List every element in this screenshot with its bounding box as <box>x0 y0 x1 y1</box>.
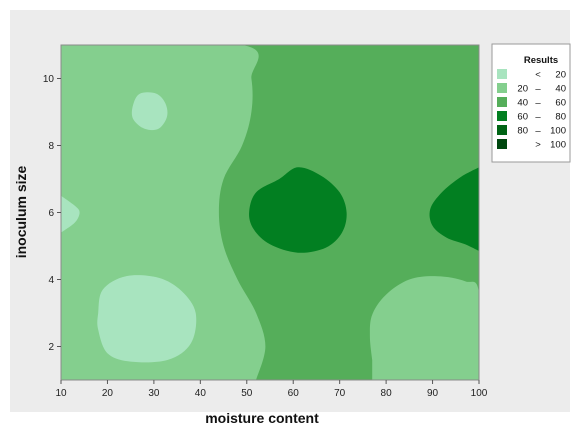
legend-sep: – <box>535 98 541 109</box>
contour-region <box>429 167 479 251</box>
y-tick-label: 8 <box>48 141 54 152</box>
legend-high: 60 <box>555 98 566 109</box>
x-tick-label: 20 <box>102 388 114 399</box>
contour-region <box>61 195 80 233</box>
x-tick-label: 30 <box>148 388 160 399</box>
x-tick-label: 50 <box>241 388 253 399</box>
legend-low: 20 <box>517 84 528 95</box>
contour-region <box>369 276 479 380</box>
legend-swatch <box>497 111 507 121</box>
x-tick-label: 100 <box>471 388 488 399</box>
legend-sep: – <box>535 112 541 123</box>
x-tick-label: 80 <box>381 388 393 399</box>
y-tick-label: 6 <box>48 208 54 219</box>
contour-region <box>249 167 347 253</box>
x-tick-label: 10 <box>55 388 67 399</box>
legend-swatch <box>497 97 507 107</box>
y-tick-label: 10 <box>43 74 55 85</box>
legend-low: 40 <box>517 98 528 109</box>
legend-swatch <box>497 125 507 135</box>
legend-title: Results <box>524 55 558 66</box>
legend-high: 100 <box>550 140 566 151</box>
x-axis-title: moisture content <box>205 410 319 426</box>
legend-high: 100 <box>550 126 566 137</box>
legend-low: 80 <box>517 126 528 137</box>
contour-region <box>97 275 197 363</box>
legend-low: 60 <box>517 112 528 123</box>
legend-sep: > <box>535 140 541 151</box>
x-tick-label: 90 <box>427 388 439 399</box>
contour-regions <box>61 45 479 380</box>
x-tick-label: 40 <box>195 388 207 399</box>
legend-high: 80 <box>555 112 566 123</box>
legend-high: 40 <box>555 84 566 95</box>
legend-sep: – <box>535 84 541 95</box>
y-axis-title: inoculum size <box>13 166 29 259</box>
x-tick-label: 70 <box>334 388 346 399</box>
legend-swatch <box>497 69 507 79</box>
y-tick-label: 4 <box>48 275 54 286</box>
legend-swatch <box>497 83 507 93</box>
legend-sep: < <box>535 70 541 81</box>
x-tick-label: 60 <box>288 388 300 399</box>
contour-region <box>131 92 168 131</box>
legend-sep: – <box>535 126 541 137</box>
y-tick-label: 2 <box>48 342 54 353</box>
legend-high: 20 <box>555 70 566 81</box>
legend-swatch <box>497 139 507 149</box>
